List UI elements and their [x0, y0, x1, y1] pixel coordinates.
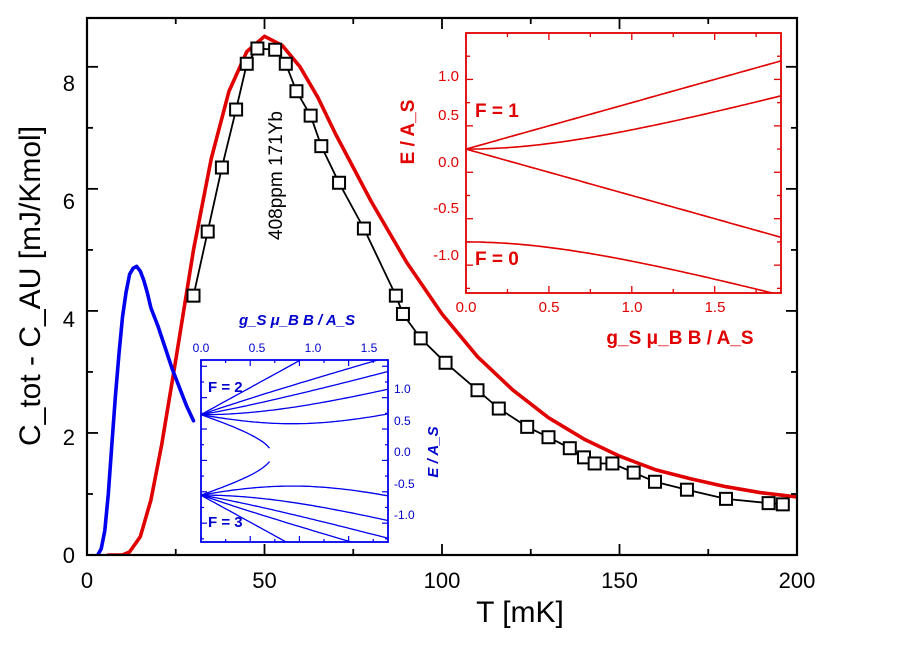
- blue-level-line-0: [201, 360, 302, 416]
- data-point: [413, 331, 428, 346]
- data-point: [491, 401, 506, 416]
- x-tick-label-3: 150: [601, 568, 638, 593]
- red-level-line-0: [466, 60, 781, 150]
- data-point: [314, 139, 329, 154]
- data-point: [438, 355, 453, 370]
- red-x-tick-label-1: 0.5: [539, 299, 560, 316]
- red-level-line-1: [466, 95, 781, 150]
- series-line-1: [106, 34, 797, 555]
- red-level-line-2: [466, 148, 781, 239]
- blue-y-tick-label-0: -1.0: [394, 508, 415, 522]
- blue-level-line-8: [201, 370, 388, 416]
- red-y-tick-label-2: 0.0: [438, 154, 459, 171]
- red-y-tick-label-1: -0.5: [433, 200, 459, 217]
- blue-level-line-6: [201, 388, 388, 416]
- red-x-tick-label-2: 1.0: [622, 299, 643, 316]
- y-tick-label-0: 0: [63, 543, 75, 568]
- blue-y-tick-label-1: -0.5: [394, 477, 415, 491]
- data-point: [605, 456, 620, 471]
- blue-level-line-3: [201, 461, 271, 496]
- blue-level-line-2: [201, 414, 271, 449]
- data-point: [214, 160, 229, 175]
- y-tick-label-1: 2: [63, 425, 75, 450]
- x-tick-label-2: 100: [424, 568, 461, 593]
- data-point: [186, 288, 201, 303]
- y-axis-label: C_tot - C_AU [mJ/Kmol]: [14, 126, 47, 446]
- data-point: [200, 224, 215, 239]
- data-point: [356, 221, 371, 236]
- x-tick-label-0: 0: [81, 568, 93, 593]
- sample-annotation: 408ppm 171Yb: [266, 111, 287, 240]
- blue-level-f3: F = 3: [208, 514, 243, 531]
- blue-level-line-5: [201, 485, 388, 497]
- blue-level-line-4: [201, 413, 388, 425]
- data-point: [289, 84, 304, 99]
- red-y-axis-label: E / A_S: [398, 100, 419, 165]
- red-x-tick-label-0: 0.0: [456, 299, 477, 316]
- data-point: [648, 474, 662, 489]
- blue-x-tick-label-2: 1.0: [305, 341, 322, 355]
- y-tick-label-2: 4: [63, 307, 75, 332]
- blue-level-line-7: [201, 494, 388, 522]
- x-tick-label-4: 200: [779, 568, 816, 593]
- y-tick-label-4: 8: [63, 71, 75, 96]
- blue-level-line-9: [201, 494, 388, 539]
- blue-y-tick-label-3: 0.5: [394, 414, 411, 428]
- data-point: [626, 465, 641, 480]
- data-point: [268, 42, 283, 57]
- hyperfine-inset-173yb: 0.0 0.5 1.0 1.5 -1.0 -0.5 0.0 0.5 1.0 g_…: [193, 312, 442, 543]
- blue-x-axis-label: g_S μ_B B / A_S: [238, 312, 355, 329]
- x-axis-label: T [mK]: [476, 596, 564, 629]
- main-plot: 0 50 100 150 200 0 2 4 6 8 T [mK] C_tot …: [14, 16, 816, 629]
- data-point: [239, 56, 254, 71]
- blue-level-line-10: [201, 360, 380, 416]
- data-point: [303, 108, 318, 123]
- red-x-axis-label: g_S μ_B B / A_S: [606, 328, 753, 349]
- blue-x-tick-label-0: 0.0: [193, 341, 210, 355]
- red-level-f0: F = 0: [475, 249, 519, 270]
- data-point: [388, 288, 403, 303]
- x-tick-label-1: 50: [252, 568, 276, 593]
- data-point: [761, 496, 776, 511]
- data-point: [470, 383, 485, 398]
- data-point: [587, 456, 602, 471]
- red-y-tick-label-4: 1.0: [438, 68, 459, 85]
- data-point: [719, 491, 733, 506]
- data-point: [229, 102, 244, 117]
- blue-y-tick-label-2: 0.0: [394, 445, 411, 459]
- blue-level-f2: F = 2: [208, 379, 243, 396]
- data-point: [775, 497, 790, 512]
- red-y-tick-label-0: -1.0: [433, 247, 459, 264]
- data-point: [250, 41, 265, 56]
- blue-level-line-1: [201, 494, 288, 542]
- y-tick-label-3: 6: [63, 189, 75, 214]
- blue-y-tick-label-4: 1.0: [394, 382, 411, 396]
- series-line-2: [95, 264, 196, 555]
- blue-x-tick-label-1: 0.5: [249, 341, 266, 355]
- data-point: [541, 430, 556, 445]
- blue-y-axis-label: E / A_S: [425, 426, 442, 477]
- red-level-f1: F = 1: [475, 101, 519, 122]
- data-point: [679, 482, 694, 497]
- red-y-tick-label-3: 0.5: [438, 107, 459, 124]
- data-point: [520, 419, 535, 434]
- data-point: [395, 306, 410, 321]
- data-point: [562, 441, 577, 456]
- blue-level-line-11: [201, 494, 354, 542]
- data-point: [278, 56, 293, 71]
- data-point: [332, 175, 347, 190]
- red-level-line-3: [466, 241, 776, 293]
- red-x-tick-label-3: 1.5: [705, 299, 726, 316]
- hyperfine-inset-171yb: 0.0 0.5 1.0 1.5 -1.0 -0.5 0.0 0.5 1.0 g_…: [398, 32, 782, 349]
- blue-x-tick-label-3: 1.5: [361, 341, 378, 355]
